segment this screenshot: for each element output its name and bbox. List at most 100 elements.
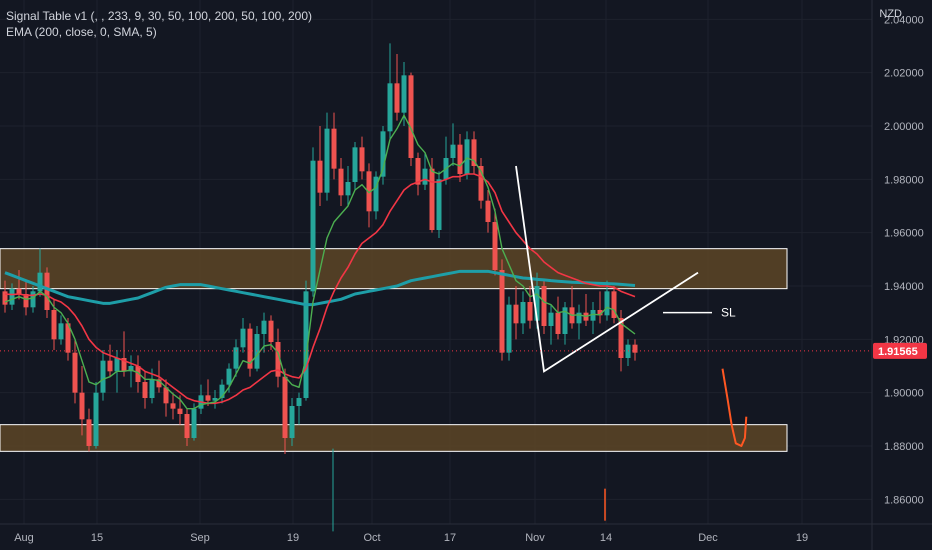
candle-body [527, 302, 533, 321]
candle-body [247, 328, 253, 369]
candle-body [282, 376, 288, 438]
candle-body [576, 312, 582, 324]
x-tick-label: 15 [91, 532, 103, 544]
candle-body [51, 310, 57, 340]
candle-body [450, 144, 456, 158]
candle-body [492, 222, 498, 270]
x-tick-label: Aug [14, 532, 34, 544]
candle-body [338, 168, 344, 196]
candle-body [317, 160, 323, 193]
candle-body [163, 387, 169, 404]
candle-body [254, 334, 260, 369]
candle-body [128, 366, 134, 372]
candle-body [632, 344, 638, 353]
candle-body [114, 358, 120, 372]
candle-body [240, 328, 246, 348]
y-tick-label: 2.04000 [884, 14, 924, 26]
price-projection-path [721, 368, 748, 447]
candle-body [436, 179, 442, 230]
last-price-value: 1.91565 [878, 346, 918, 358]
candle-body [233, 347, 239, 369]
y-tick-label: 1.88000 [884, 441, 924, 453]
x-tick-label: Oct [363, 532, 380, 544]
zone-resistance [0, 248, 788, 290]
candle-body [401, 75, 407, 113]
candle-body [261, 320, 267, 334]
candle-body [373, 176, 379, 212]
candle-body [44, 272, 50, 310]
candle-body [93, 392, 99, 446]
candle-body [30, 291, 36, 308]
y-tick-label: 2.02000 [884, 68, 924, 80]
candle-body [296, 398, 302, 406]
x-tick-label: 19 [796, 532, 808, 544]
candle-body [149, 379, 155, 398]
candle-body [16, 288, 22, 294]
y-tick-label: 2.00000 [884, 121, 924, 133]
currency-label: NZD [879, 8, 902, 20]
x-tick-label: Dec [698, 532, 718, 544]
candle-body [79, 392, 85, 420]
candle-body [590, 310, 596, 321]
candle-body [184, 414, 190, 438]
candle-body [205, 395, 211, 401]
candle-body [422, 168, 428, 185]
x-tick-label: 17 [444, 532, 456, 544]
x-tick-label: Sep [190, 532, 210, 544]
candle-body [86, 419, 92, 446]
candles [2, 43, 638, 454]
candle-body [100, 360, 106, 393]
ema-200-line [4, 269, 636, 307]
zone-support [0, 424, 788, 452]
stop-loss-label: SL [721, 306, 736, 320]
indicator-legend: Signal Table v1 (, , 233, 9, 30, 50, 100… [6, 8, 312, 40]
y-tick-label: 1.94000 [884, 281, 924, 293]
candle-body [380, 131, 386, 177]
candle-body [387, 83, 393, 132]
candle-body [513, 304, 519, 324]
candle-body [506, 304, 512, 353]
candle-body [534, 286, 540, 321]
candle-body [142, 382, 148, 398]
candle-body [611, 291, 617, 318]
candle-body [170, 403, 176, 409]
y-tick-label: 1.98000 [884, 174, 924, 186]
candle-body [485, 200, 491, 222]
triangle-pattern [515, 165, 699, 373]
candle-body [359, 147, 365, 172]
candle-body [478, 166, 484, 201]
candle-body [226, 368, 232, 385]
candle-body [107, 360, 113, 372]
y-tick-label: 1.96000 [884, 228, 924, 240]
candle-body [548, 312, 554, 326]
candle-body [520, 302, 526, 324]
y-tick-label: 1.90000 [884, 388, 924, 400]
candle-body [9, 288, 15, 305]
candle-body [268, 320, 274, 342]
candle-body [352, 147, 358, 182]
candle-body [2, 291, 8, 305]
candle-body [135, 366, 141, 382]
candle-body [58, 323, 64, 340]
candle-body [289, 406, 295, 438]
candle-body [345, 182, 351, 196]
candle-body [219, 384, 225, 398]
candle-body [366, 171, 372, 212]
candle-body [429, 168, 435, 230]
candle-body [415, 158, 421, 185]
legend-signal-table: Signal Table v1 (, , 233, 9, 30, 50, 100… [6, 9, 312, 23]
candle-body [191, 408, 197, 438]
candle-body [275, 342, 281, 377]
candle-body [324, 128, 330, 193]
last-price-tag [873, 342, 927, 359]
x-tick-label: 14 [600, 532, 612, 544]
candle-body [303, 291, 309, 398]
candle-body [464, 139, 470, 174]
legend-ema: EMA (200, close, 0, SMA, 5) [6, 25, 157, 39]
x-tick-label: 19 [287, 532, 299, 544]
candle-body [457, 144, 463, 174]
candle-body [541, 286, 547, 326]
candle-body [499, 270, 505, 353]
